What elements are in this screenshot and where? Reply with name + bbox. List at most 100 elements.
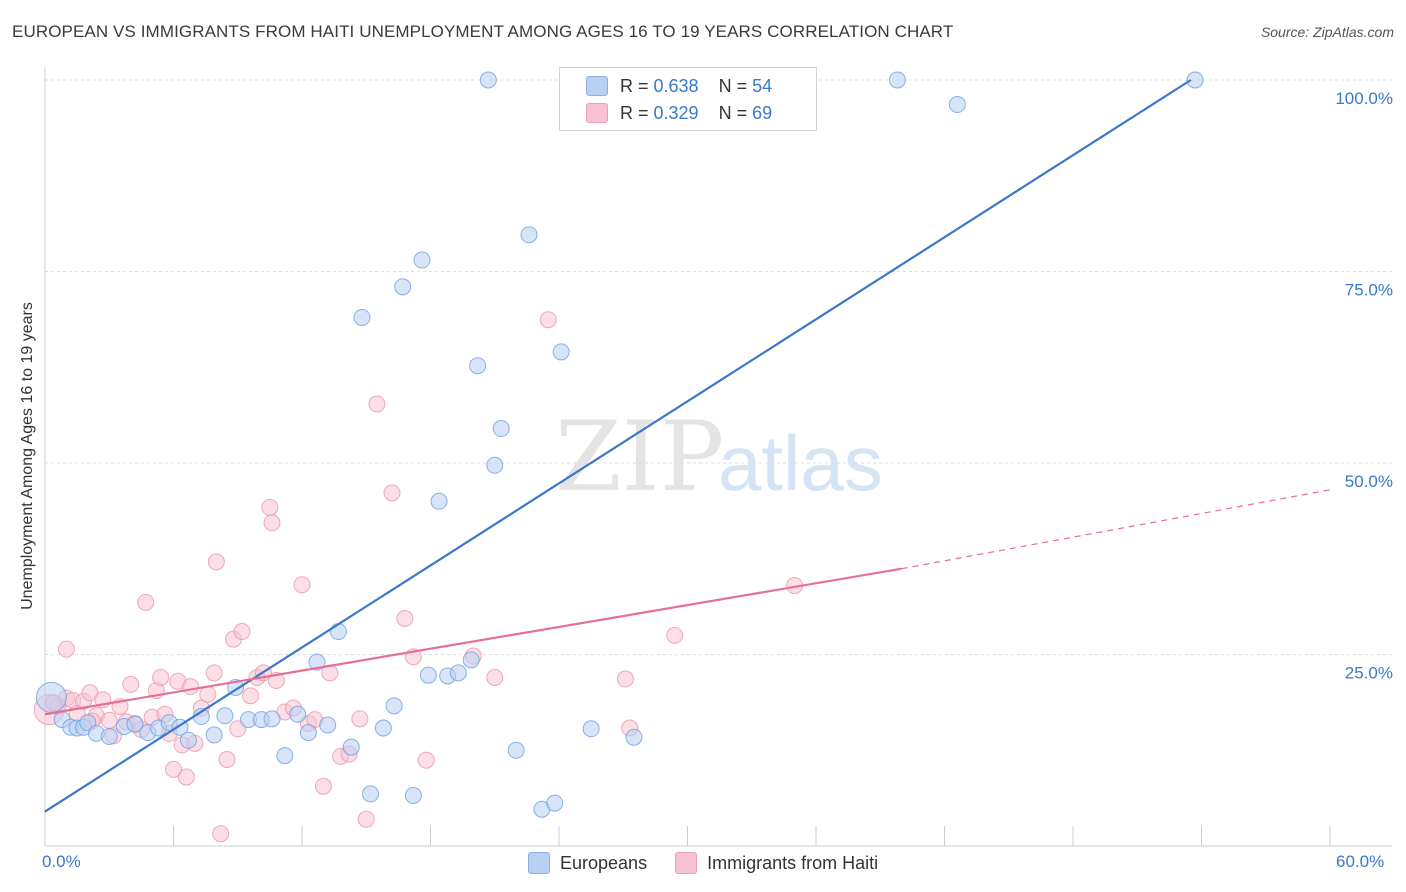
chart-title: EUROPEAN VS IMMIGRANTS FROM HAITI UNEMPL… xyxy=(12,22,954,41)
european-point xyxy=(462,651,480,669)
haiti-point xyxy=(207,553,225,571)
european-point xyxy=(948,96,966,114)
haiti-point xyxy=(218,750,236,768)
haiti-point xyxy=(177,768,195,786)
haiti-point xyxy=(100,711,118,729)
source-label: Source: ZipAtlas.com xyxy=(1260,24,1394,40)
european-point xyxy=(479,71,497,89)
haiti-point xyxy=(417,751,435,769)
legend-r-label: R = xyxy=(620,75,654,96)
european-trend-line xyxy=(44,79,1192,813)
legend-item-haiti[interactable]: Immigrants from Haiti xyxy=(675,852,878,874)
haiti-point xyxy=(57,640,75,658)
european-point xyxy=(353,308,371,326)
y-tick-label: 50.0% xyxy=(1345,472,1393,491)
european-point xyxy=(520,226,538,244)
european-point xyxy=(179,731,197,749)
european-point xyxy=(625,728,643,746)
haiti-point xyxy=(212,825,230,843)
series-legend: Europeans Immigrants from Haiti xyxy=(528,852,906,874)
european-point xyxy=(216,707,234,725)
haiti-point xyxy=(666,626,684,644)
european-point xyxy=(394,278,412,296)
european-point xyxy=(469,357,487,375)
haiti-point xyxy=(616,670,634,688)
european-point xyxy=(404,786,422,804)
x-tick-label-max: 60.0% xyxy=(1336,852,1385,871)
legend-row-haiti: R = 0.329 N = 69 xyxy=(586,100,772,126)
european-point xyxy=(492,420,510,438)
haiti-point xyxy=(165,760,182,778)
y-tick-label: 75.0% xyxy=(1345,281,1393,300)
correlation-legend: R = 0.638 N = 54 R = 0.329 N = 69 xyxy=(559,67,817,131)
legend-swatch-blue xyxy=(528,852,550,874)
european-point xyxy=(342,738,360,756)
legend-item-europeans[interactable]: Europeans xyxy=(528,852,647,874)
haiti-point xyxy=(396,609,414,627)
legend-r-value: 0.638 xyxy=(653,75,699,96)
european-point xyxy=(1186,71,1204,89)
legend-label-europeans: Europeans xyxy=(560,852,648,873)
european-point xyxy=(413,251,431,269)
european-point xyxy=(507,741,525,759)
european-point xyxy=(35,681,67,713)
european-point xyxy=(263,710,281,728)
haiti-point xyxy=(368,395,386,413)
legend-n-value: 69 xyxy=(752,102,773,123)
european-point xyxy=(276,747,294,765)
haiti-point xyxy=(314,777,332,795)
european-point xyxy=(552,343,570,361)
european-point xyxy=(362,785,380,803)
european-point xyxy=(205,726,223,744)
legend-r-value: 0.329 xyxy=(653,102,699,123)
european-point xyxy=(319,716,337,734)
european-point xyxy=(419,666,437,684)
haiti-point xyxy=(242,687,260,705)
legend-swatch-pink xyxy=(586,103,608,123)
european-point xyxy=(329,623,347,641)
legend-swatch-blue xyxy=(586,76,608,96)
haiti-point xyxy=(233,623,251,641)
european-point xyxy=(546,794,564,812)
haiti-point xyxy=(351,710,369,728)
european-point xyxy=(100,727,118,745)
legend-swatch-pink xyxy=(675,852,698,874)
haiti-point xyxy=(152,668,170,686)
haiti-point xyxy=(293,576,311,594)
european-point xyxy=(126,715,144,733)
european-point xyxy=(486,456,504,474)
haiti-point xyxy=(263,514,281,532)
haiti-point xyxy=(199,685,217,703)
european-point xyxy=(289,705,307,723)
european-point xyxy=(449,664,467,682)
watermark-zip: ZIP xyxy=(555,401,724,513)
haiti-point xyxy=(182,678,200,696)
legend-n-label: N = xyxy=(718,102,753,123)
haiti-point xyxy=(539,311,557,329)
y-tick-label: 100.0% xyxy=(1335,89,1393,108)
european-point xyxy=(385,697,403,715)
european-point xyxy=(308,653,326,671)
haiti-trend-line xyxy=(44,567,902,716)
european-point xyxy=(430,492,448,510)
legend-label-haiti: Immigrants from Haiti xyxy=(707,852,879,873)
legend-n-label: N = xyxy=(718,75,753,96)
legend-row-europeans: R = 0.638 N = 54 xyxy=(586,73,772,99)
haiti-point xyxy=(486,668,504,686)
european-point xyxy=(374,719,392,737)
haiti-trend-extension xyxy=(901,489,1331,570)
haiti-point xyxy=(383,484,401,502)
y-tick-label: 25.0% xyxy=(1345,664,1393,683)
european-point xyxy=(299,724,317,742)
haiti-point xyxy=(122,675,140,693)
haiti-point xyxy=(205,664,223,682)
x-tick-label-min: 0.0% xyxy=(42,852,81,871)
legend-r-label: R = xyxy=(620,102,654,123)
haiti-point xyxy=(137,593,155,611)
haiti-point xyxy=(261,498,279,516)
european-point xyxy=(888,71,906,89)
european-point xyxy=(582,720,600,738)
legend-n-value: 54 xyxy=(752,75,773,96)
haiti-point xyxy=(357,810,375,828)
